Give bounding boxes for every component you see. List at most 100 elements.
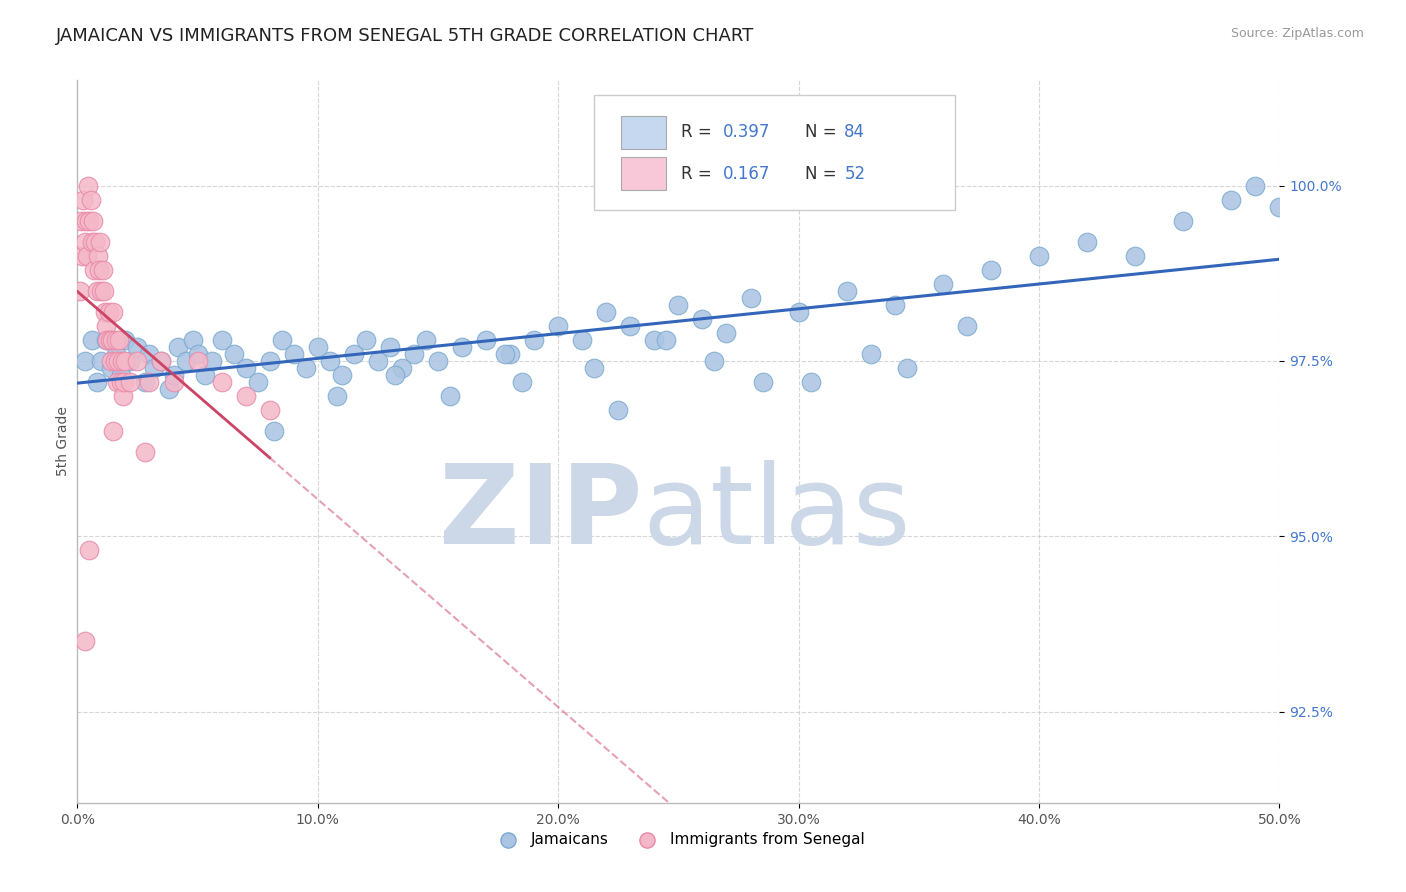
Point [451, 340, 474, 354]
Point [104, 347, 127, 361]
Legend: Jamaicans, Immigrants from Senegal: Jamaicans, Immigrants from Senegal [486, 826, 870, 853]
Point [259, 403, 281, 417]
Point [787, 305, 810, 319]
Point [427, 354, 450, 368]
Point [211, 333, 233, 347]
Point [583, 360, 606, 375]
Point [499, 347, 522, 361]
Point [96, 333, 118, 347]
Point [138, 347, 160, 361]
Point [70, 249, 93, 263]
FancyBboxPatch shape [620, 116, 666, 149]
Point [108, 333, 131, 347]
Point [391, 360, 413, 375]
Point [73, 634, 96, 648]
Point [87, 262, 110, 277]
Point [91, 262, 114, 277]
Point [120, 375, 142, 389]
Point [194, 368, 217, 382]
FancyBboxPatch shape [620, 157, 666, 190]
Point [143, 360, 166, 375]
Point [800, 375, 823, 389]
Point [326, 389, 349, 403]
Point [186, 347, 209, 361]
Text: 0.397: 0.397 [723, 123, 770, 141]
Point [1028, 249, 1050, 263]
Point [100, 360, 122, 375]
Point [105, 375, 128, 389]
Point [79, 543, 101, 558]
Point [343, 347, 366, 361]
Point [97, 305, 120, 319]
Point [1076, 235, 1098, 249]
Point [83, 262, 105, 277]
Point [235, 389, 257, 403]
Point [211, 375, 233, 389]
Point [835, 284, 858, 298]
Point [167, 340, 190, 354]
Point [86, 375, 108, 389]
Point [595, 305, 617, 319]
Point [607, 403, 630, 417]
Point [157, 382, 180, 396]
Point [104, 354, 127, 368]
Point [1244, 178, 1267, 193]
Point [246, 375, 269, 389]
Point [956, 318, 979, 333]
Point [134, 445, 156, 459]
Point [98, 333, 121, 347]
Point [96, 333, 118, 347]
Point [1123, 249, 1146, 263]
Point [76, 249, 98, 263]
Text: atlas: atlas [643, 460, 911, 567]
Point [181, 333, 204, 347]
Point [86, 284, 108, 298]
Point [114, 354, 136, 368]
Point [80, 333, 103, 347]
Point [72, 193, 94, 207]
Point [619, 318, 641, 333]
Point [571, 333, 593, 347]
Point [112, 375, 135, 389]
Text: JAMAICAN VS IMMIGRANTS FROM SENEGAL 5TH GRADE CORRELATION CHART: JAMAICAN VS IMMIGRANTS FROM SENEGAL 5TH … [56, 27, 755, 45]
Point [69, 284, 91, 298]
Point [319, 354, 342, 368]
FancyBboxPatch shape [595, 95, 955, 211]
Point [740, 291, 762, 305]
Text: N =: N = [804, 165, 842, 183]
Text: 84: 84 [844, 123, 865, 141]
Point [643, 333, 665, 347]
Point [415, 333, 437, 347]
Point [1173, 213, 1195, 227]
Point [703, 354, 725, 368]
Point [475, 333, 498, 347]
Point [162, 375, 184, 389]
Point [174, 354, 197, 368]
Point [73, 354, 96, 368]
Point [73, 235, 96, 249]
Point [107, 354, 129, 368]
Point [87, 249, 110, 263]
Point [110, 375, 132, 389]
Point [201, 354, 224, 368]
Text: Source: ZipAtlas.com: Source: ZipAtlas.com [1230, 27, 1364, 40]
Point [104, 333, 127, 347]
Point [222, 347, 245, 361]
Point [79, 193, 101, 207]
Point [270, 333, 292, 347]
Point [235, 360, 257, 375]
Point [134, 375, 156, 389]
Point [94, 305, 117, 319]
Text: N =: N = [804, 123, 842, 141]
Point [90, 284, 112, 298]
Point [263, 424, 285, 438]
Point [751, 375, 773, 389]
Point [127, 340, 149, 354]
Point [655, 333, 678, 347]
Point [402, 347, 425, 361]
Point [668, 298, 690, 312]
Point [439, 389, 461, 403]
Point [367, 354, 389, 368]
Point [692, 311, 714, 326]
Point [70, 213, 93, 227]
